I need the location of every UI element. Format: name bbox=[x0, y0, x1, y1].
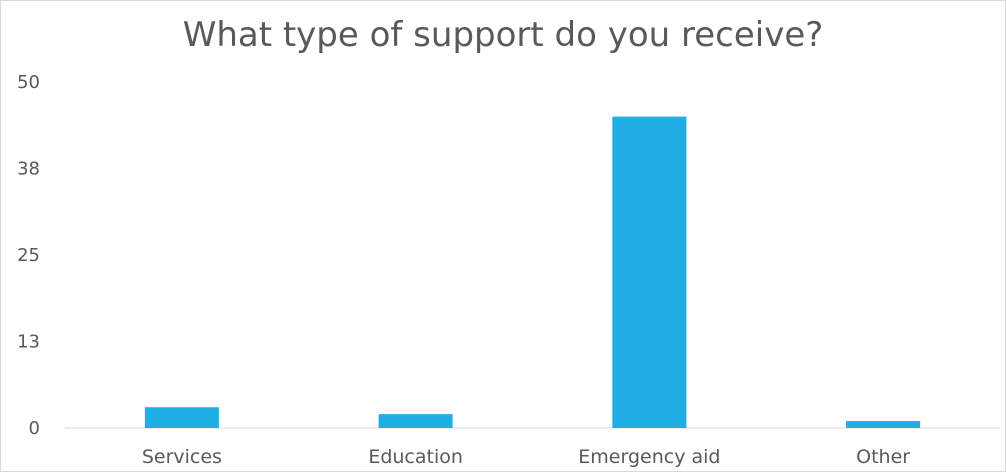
y-tick-label: 25 bbox=[17, 245, 40, 266]
y-tick-label: 38 bbox=[17, 159, 40, 180]
y-tick-label: 0 bbox=[29, 418, 40, 439]
x-tick-label: Education bbox=[368, 446, 463, 468]
bar bbox=[846, 421, 921, 428]
x-tick-label: Other bbox=[856, 446, 910, 468]
x-tick-label: Emergency aid bbox=[578, 446, 720, 468]
bar bbox=[612, 116, 687, 428]
bar bbox=[378, 414, 453, 428]
y-tick-label: 50 bbox=[17, 72, 40, 93]
bar bbox=[144, 407, 219, 428]
chart-title: What type of support do you receive? bbox=[182, 15, 824, 55]
x-tick-label: Services bbox=[142, 446, 222, 468]
y-tick-label: 13 bbox=[17, 332, 40, 353]
